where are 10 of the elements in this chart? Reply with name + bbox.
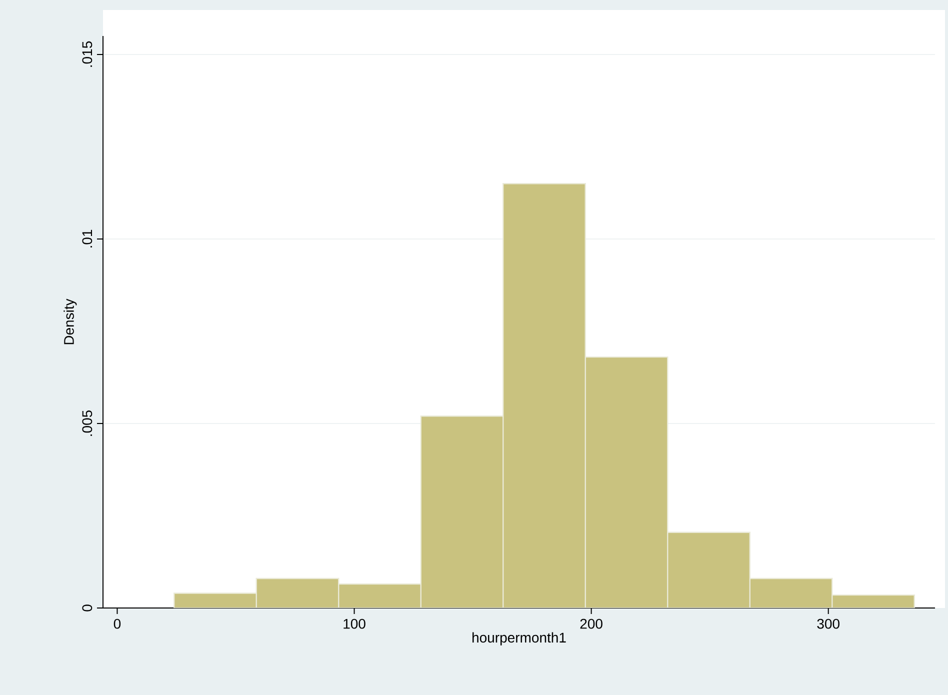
y-tick-label: .005 bbox=[82, 410, 92, 436]
y-axis-title: Density bbox=[64, 298, 77, 344]
y-tick-label: .01 bbox=[82, 230, 92, 248]
y-tick-label: .015 bbox=[82, 41, 92, 67]
x-axis-title: hourpermonth1 bbox=[472, 632, 566, 646]
y-tick-label: 0 bbox=[82, 604, 92, 612]
x-tick-label: 100 bbox=[344, 618, 366, 629]
x-tick-label: 200 bbox=[580, 618, 602, 629]
x-tick-label: 300 bbox=[817, 618, 840, 629]
x-tick-label: 0 bbox=[114, 618, 121, 629]
